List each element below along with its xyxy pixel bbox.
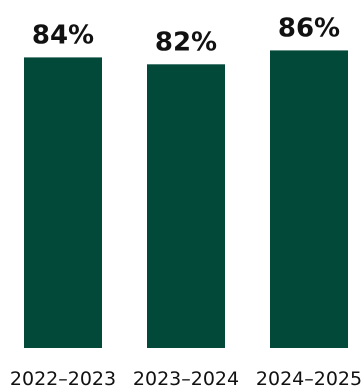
value-label: 84% <box>32 20 94 50</box>
category-label: 2022–2023 <box>10 368 116 390</box>
category-label: 2024–2025 <box>256 368 362 390</box>
bar-2022–2023 <box>24 57 102 349</box>
category-label: 2023–2024 <box>133 368 239 390</box>
bar-2024–2025 <box>270 50 348 349</box>
value-label: 82% <box>155 27 217 57</box>
category-labels-group: 2022–2023 2023–2024 2024–2025 <box>10 368 362 390</box>
bars-group <box>24 50 348 349</box>
value-label: 86% <box>278 13 340 43</box>
value-labels-group: 84% 82% 86% <box>32 13 340 57</box>
bar-2023–2024 <box>147 64 225 349</box>
